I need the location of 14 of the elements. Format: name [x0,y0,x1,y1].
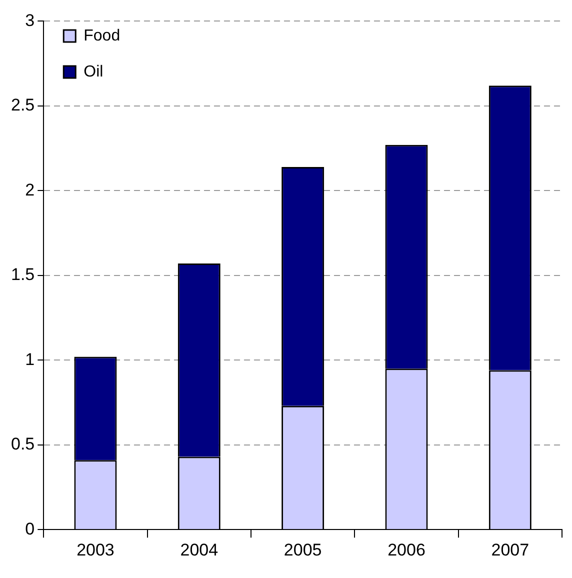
y-tick-label: 1.5 [10,265,35,284]
x-tick-label: 2005 [284,540,322,560]
x-tick-label: 2004 [180,540,218,560]
x-tick-label: 2006 [388,540,426,560]
y-tick-label: 2 [25,180,35,200]
y-tick-label: 0 [25,519,35,538]
y-tick-label: 3 [25,10,35,30]
legend-label: Food [84,27,120,44]
y-tick-label: 0.5 [10,434,35,454]
x-tick-label: 2007 [491,540,530,560]
x-tick-label: 2003 [76,540,114,560]
y-tick-label: 2.5 [10,96,35,115]
y-tick-label: 1 [25,350,35,369]
legend-label: Oil [84,63,104,80]
